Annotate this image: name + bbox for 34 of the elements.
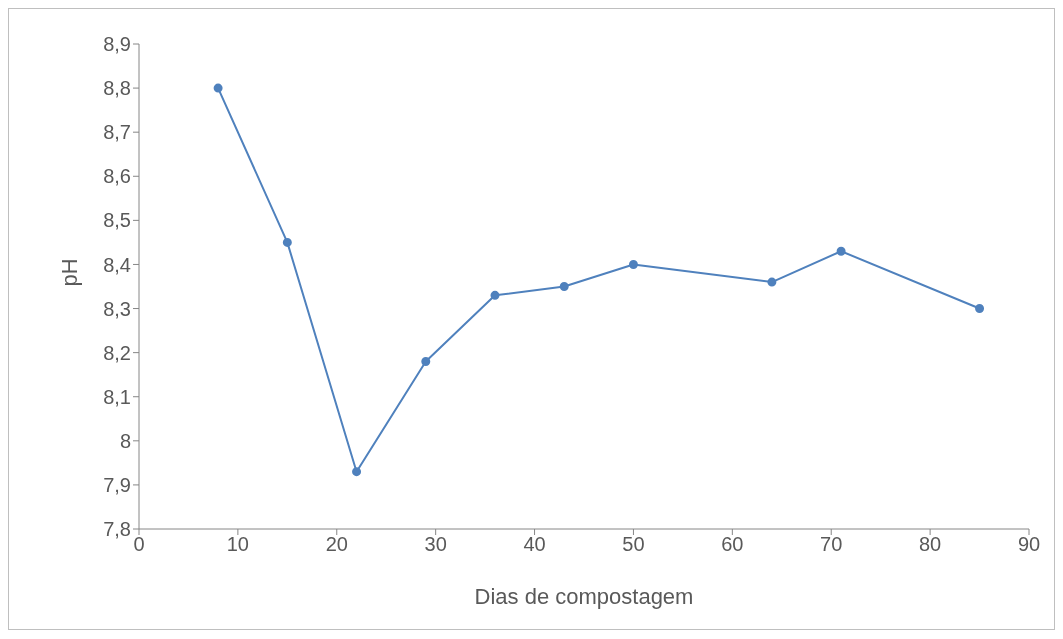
y-tick-label: 7,8 — [103, 518, 131, 541]
x-tick-label: 0 — [133, 533, 145, 556]
x-tick-label: 90 — [1017, 533, 1041, 556]
x-tick-label: 50 — [622, 533, 645, 556]
y-tick-label: 8,7 — [103, 121, 131, 144]
x-tick-label: 30 — [424, 533, 447, 556]
y-tick-label: 8,5 — [103, 209, 131, 232]
point — [213, 83, 223, 93]
y-tick-label: 8,2 — [103, 341, 131, 364]
point — [352, 467, 362, 477]
y-tick-label: 8 — [119, 429, 131, 452]
point — [767, 277, 777, 287]
y-tick-label: 8,8 — [103, 77, 131, 100]
y-tick-label: 8,1 — [103, 385, 131, 408]
x-tick-label: 40 — [523, 533, 546, 556]
y-tick-label: 8,4 — [103, 253, 131, 276]
point — [490, 290, 500, 300]
point — [628, 259, 638, 269]
x-tick-label: 70 — [820, 533, 843, 556]
point — [421, 356, 431, 366]
x-axis-title: Dias de compostagem — [474, 584, 694, 609]
y-tick-label: 7,9 — [103, 474, 131, 497]
point — [975, 304, 985, 314]
x-tick-label: 80 — [918, 533, 942, 556]
point — [559, 282, 569, 291]
y-tick-label: 8,3 — [103, 297, 131, 320]
y-tick-label: 8,6 — [103, 165, 131, 188]
y-tick-label: 8,9 — [103, 33, 131, 56]
point — [836, 246, 846, 256]
point — [282, 237, 292, 247]
x-tick-label: 20 — [325, 533, 348, 556]
y-axis-title: pH — [56, 258, 82, 287]
x-tick-label: 10 — [226, 533, 250, 556]
x-tick-label: 60 — [721, 533, 744, 556]
